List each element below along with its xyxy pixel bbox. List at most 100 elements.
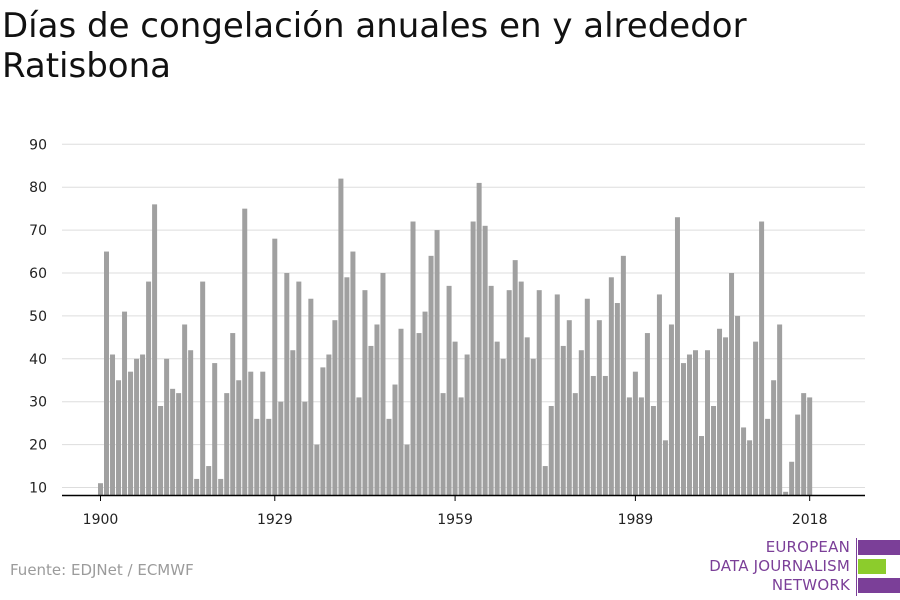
bar — [206, 466, 212, 495]
bar — [596, 320, 602, 495]
bar — [332, 320, 338, 495]
bar — [548, 405, 554, 495]
bar — [176, 393, 182, 495]
bar — [656, 294, 662, 495]
bar — [398, 328, 404, 495]
bar — [434, 230, 440, 495]
bar — [182, 324, 188, 495]
bar — [134, 358, 140, 495]
bar — [584, 298, 590, 495]
bar — [200, 281, 206, 495]
logo-bar-purple-bottom — [858, 578, 900, 593]
bar — [524, 337, 530, 495]
bar — [302, 401, 308, 495]
logo-line-network: NETWORK — [771, 576, 850, 594]
bar — [512, 260, 518, 495]
bar — [518, 281, 524, 495]
bar — [368, 345, 374, 495]
bar — [717, 328, 723, 495]
bar — [116, 380, 122, 495]
x-tick-label: 1900 — [83, 512, 119, 528]
bar — [789, 461, 795, 495]
bar — [428, 255, 434, 495]
y-tick-label: 90 — [29, 137, 47, 153]
bar — [807, 397, 813, 495]
bar — [795, 414, 801, 495]
chart-title: Días de congelación anuales en y alreded… — [2, 6, 747, 86]
bar — [729, 273, 735, 495]
bar — [668, 324, 674, 495]
bar — [404, 444, 410, 495]
bar — [771, 380, 777, 495]
bar — [128, 371, 134, 495]
bar — [650, 405, 656, 495]
bar — [374, 324, 380, 495]
bar — [98, 483, 103, 495]
bar — [386, 418, 392, 495]
bar — [644, 333, 650, 495]
bar — [440, 393, 446, 495]
logo-line-european: EUROPEAN — [765, 538, 850, 556]
bar — [680, 363, 686, 495]
bar — [699, 436, 704, 495]
bar — [452, 341, 458, 495]
bar — [488, 285, 494, 495]
bar — [476, 182, 482, 495]
bar — [278, 401, 284, 495]
bar — [608, 277, 614, 495]
bar — [416, 333, 422, 495]
y-tick-label: 50 — [29, 309, 47, 325]
bar — [536, 290, 542, 495]
bar — [380, 273, 386, 495]
bar — [356, 397, 362, 495]
bar — [350, 251, 356, 495]
bar — [314, 444, 320, 495]
bar — [170, 388, 176, 495]
bar — [188, 350, 194, 495]
bars — [98, 178, 813, 496]
bar — [296, 281, 302, 495]
bar — [470, 221, 476, 495]
bar — [320, 367, 326, 495]
bar — [662, 440, 668, 495]
bar — [602, 375, 608, 495]
bar — [614, 303, 620, 495]
bar — [290, 350, 296, 495]
bar — [554, 294, 560, 495]
axes: 10 20 30 40 50 60 70 80 90 1900 1929 1959 1989 2018 — [29, 137, 865, 528]
bar — [578, 350, 584, 495]
x-tick-label: 1989 — [618, 512, 654, 528]
bar — [284, 273, 290, 495]
bar — [801, 393, 807, 495]
bar — [266, 418, 272, 495]
bar — [747, 440, 753, 495]
x-tick-label: 2018 — [792, 512, 828, 528]
y-tick-label: 40 — [29, 352, 47, 368]
bar — [146, 281, 152, 495]
bar — [338, 178, 344, 495]
bar — [711, 405, 717, 495]
bar — [506, 290, 512, 495]
bar — [458, 397, 464, 495]
y-tick-label: 80 — [29, 180, 47, 196]
bar — [194, 478, 200, 495]
bar — [741, 427, 747, 495]
bar — [572, 393, 578, 495]
bar — [446, 285, 452, 495]
bar — [158, 405, 164, 495]
bar — [735, 315, 741, 495]
bar — [632, 371, 638, 495]
bar — [777, 324, 783, 495]
x-tick-label: 1959 — [437, 512, 473, 528]
bar — [422, 311, 428, 495]
bar — [783, 491, 789, 495]
bar — [224, 393, 230, 495]
bar — [542, 466, 548, 495]
bar — [242, 208, 248, 495]
logo-line-data-journalism: DATA JOURNALISM — [709, 557, 850, 575]
logo-bar-purple-top — [858, 540, 900, 555]
bar — [254, 418, 260, 495]
bar — [753, 341, 759, 495]
bar — [104, 251, 110, 495]
bar — [230, 333, 236, 495]
